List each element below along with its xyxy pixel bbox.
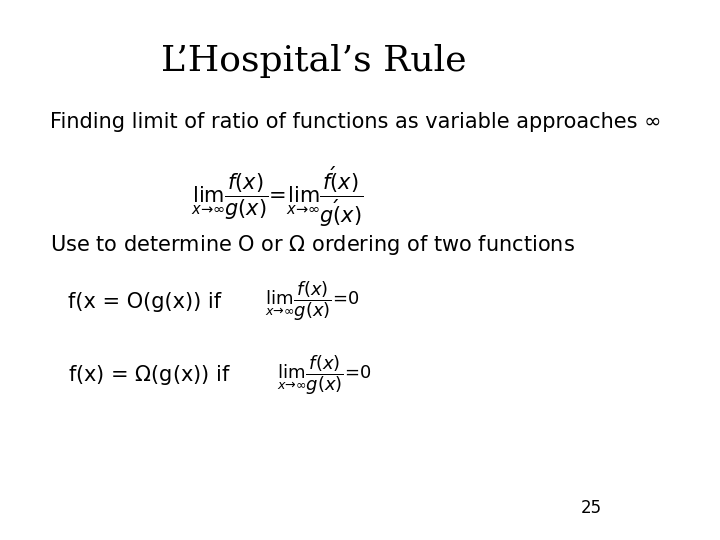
Text: L’Hospital’s Rule: L’Hospital’s Rule: [161, 44, 467, 78]
Text: 25: 25: [581, 500, 602, 517]
Text: $\lim_{x \to \infty}\dfrac{f(x)}{g(x)}=0$: $\lim_{x \to \infty}\dfrac{f(x)}{g(x)}=0…: [277, 353, 372, 397]
Text: Use to determine O or $\Omega$ ordering of two functions: Use to determine O or $\Omega$ ordering …: [50, 233, 575, 257]
Text: f(x = O(g(x)) if: f(x = O(g(x)) if: [68, 292, 222, 312]
Text: $\lim_{x \to \infty}\dfrac{f(x)}{g(x)}=\lim_{x \to \infty}\dfrac{f\'(x)}{g\'(x)}: $\lim_{x \to \infty}\dfrac{f(x)}{g(x)}=\…: [191, 165, 363, 230]
Text: $\lim_{x \to \infty}\dfrac{f(x)}{g(x)}=0$: $\lim_{x \to \infty}\dfrac{f(x)}{g(x)}=0…: [265, 280, 359, 323]
Text: f(x) = $\Omega$(g(x)) if: f(x) = $\Omega$(g(x)) if: [68, 363, 231, 387]
Text: Finding limit of ratio of functions as variable approaches ∞: Finding limit of ratio of functions as v…: [50, 112, 662, 132]
